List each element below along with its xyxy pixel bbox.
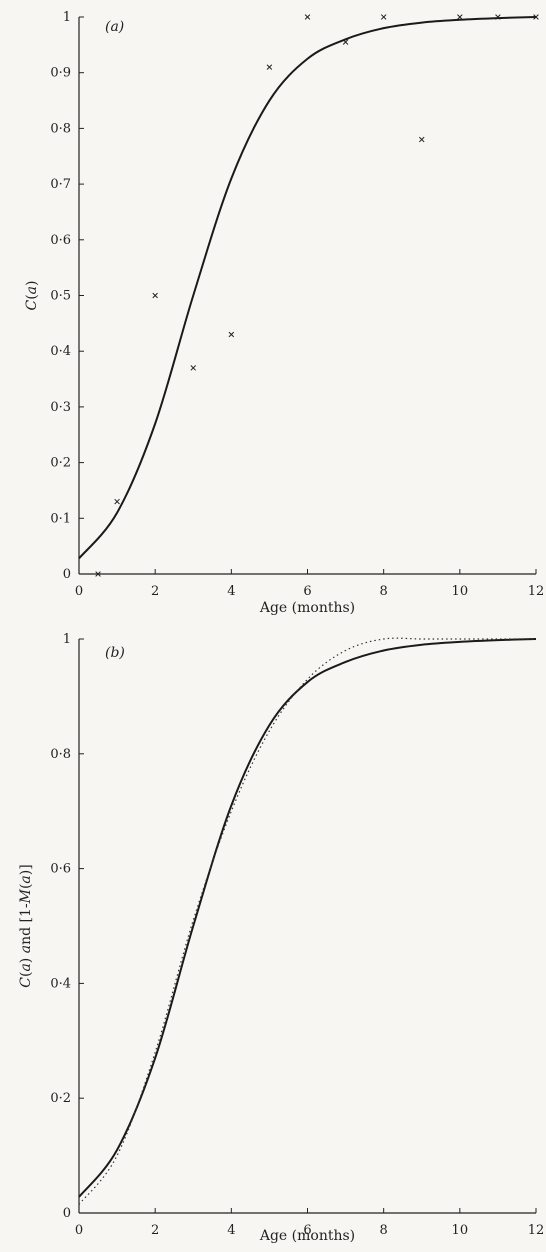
data-point-a [304,14,311,20]
y-tick-label-a: 1 [63,10,71,25]
x-tick-label-b: 10 [452,1223,469,1238]
panel-b-chart: 0 2 4 6 8 10 12 0 0·2 0·4 0·6 0·8 1 Age (months) C(a) … [18,632,544,1244]
y-tick-label-a: 0·5 [50,289,71,304]
data-point-a [228,331,235,338]
solid-curve-a [78,16,537,560]
x-tick-label-b: 4 [227,1223,235,1238]
y-axis-label-a: C(a) [24,280,40,310]
y-tick-label-b: 0·2 [50,1091,71,1106]
x-tick-label-a: 12 [528,584,545,599]
x-tick-label-b: 2 [151,1223,159,1238]
solid-curve-b [78,638,537,1198]
x-tick-label-b: 6 [303,1223,311,1238]
data-point-a [190,365,197,371]
data-point-a [457,14,463,20]
y-tick-label-a: 0·3 [50,400,71,415]
y-tick-label-b: 0·8 [50,747,71,762]
y-tick-label-b: 0 [63,1206,71,1221]
x-tick-label-a: 4 [227,584,235,599]
x-tick-label-b: 12 [528,1223,545,1238]
x-tick-label-a: 0 [75,584,83,599]
data-point-a [418,136,425,143]
panel-a-chart: 0 2 4 6 8 10 12 0 0·1 0·2 0·3 0·4 0·5 0·6 0·7 0·8 0·9 1 Ag… [24,10,544,616]
y-tick-label-a: 0·4 [50,344,71,359]
data-point-a [380,14,387,20]
data-point-a [114,498,120,505]
data-point-a [95,571,101,577]
dotted-curve-b [78,637,536,1205]
x-tick-label-a: 6 [303,584,311,599]
x-axis-label-b: Age (months) [259,1228,355,1244]
y-tick-label-a: 0·8 [50,121,71,136]
panel-label-b: (b) [105,645,125,661]
y-tick-label-b: 0·4 [50,976,71,991]
data-point-a [152,292,158,299]
x-tick-label-a: 10 [452,584,469,599]
x-tick-label-a: 8 [380,584,388,599]
y-tick-label-a: 0 [63,567,71,582]
y-tick-label-a: 0·9 [50,66,71,81]
y-axis-label-b: C(a) and [1-M(a)] [18,864,34,987]
x-tick-label-b: 8 [380,1223,388,1238]
x-tick-label-b: 0 [75,1223,83,1238]
x-axis-label-a: Age (months) [259,600,355,616]
y-tick-label-a: 0·6 [50,233,71,248]
data-point-a [266,64,273,70]
panel-label-a: (a) [105,19,124,35]
y-tick-label-a: 0·2 [50,456,71,471]
y-tick-label-b: 0·6 [50,862,71,877]
y-tick-label-a: 0·7 [50,177,71,192]
x-tick-label-a: 2 [151,584,159,599]
y-tick-label-a: 0·1 [50,511,71,526]
y-tick-label-b: 1 [63,632,71,647]
